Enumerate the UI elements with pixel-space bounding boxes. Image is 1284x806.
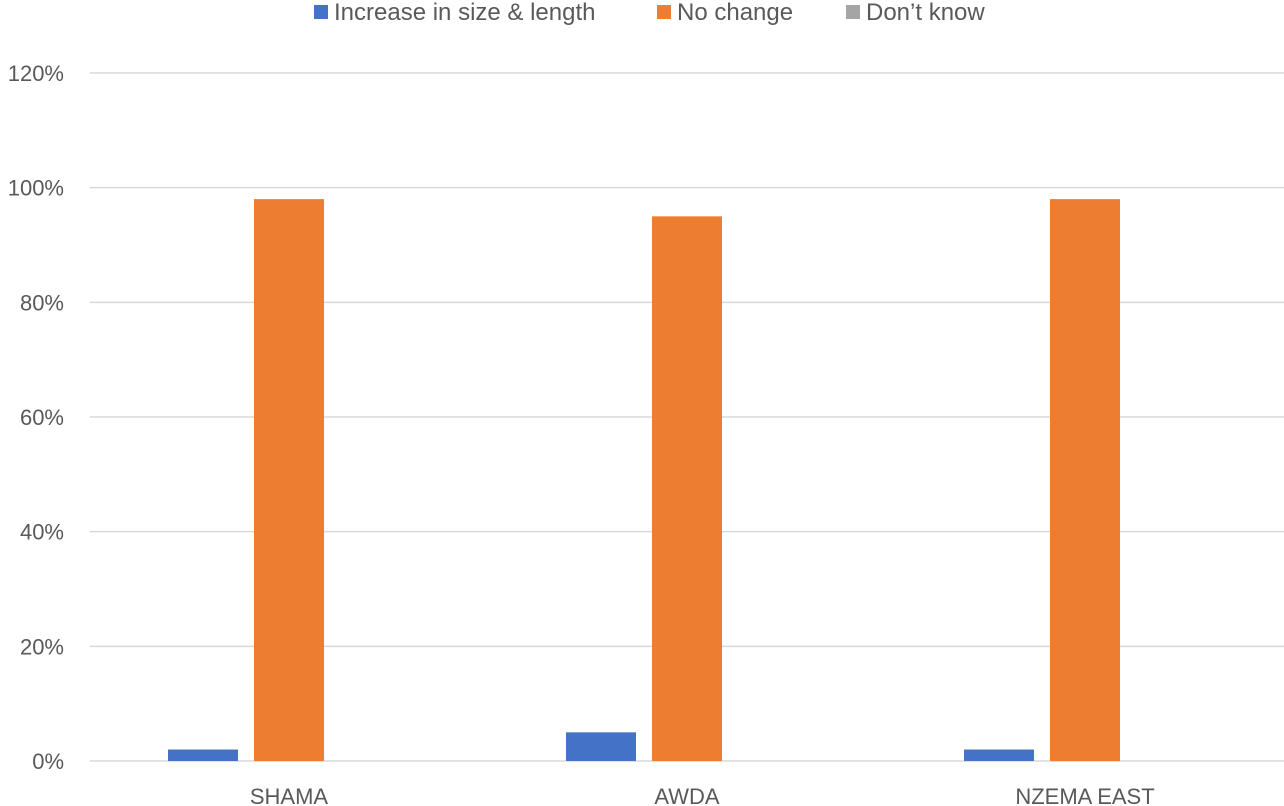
x-axis-tick-labels: SHAMA AWDA NZEMA EAST xyxy=(250,784,1155,806)
x-tick-label: AWDA xyxy=(654,784,720,806)
x-tick-label: SHAMA xyxy=(250,784,329,806)
legend-label: Increase in size & length xyxy=(334,0,595,26)
legend-swatch xyxy=(314,5,328,19)
legend-swatch xyxy=(657,5,671,19)
legend-swatch xyxy=(846,5,860,19)
legend-label: No change xyxy=(677,0,793,26)
bar-increase-in-size-length-shama xyxy=(168,749,238,761)
y-tick-label: 60% xyxy=(20,405,64,430)
y-tick-label: 0% xyxy=(32,749,64,774)
x-tick-label: NZEMA EAST xyxy=(1015,784,1154,806)
bar-no-change-awda xyxy=(652,216,722,762)
legend-label: Don’t know xyxy=(866,0,985,26)
bars xyxy=(168,199,1120,762)
y-tick-label: 100% xyxy=(8,176,64,201)
bar-no-change-nzema-east xyxy=(1050,199,1120,762)
bar-no-change-shama xyxy=(254,199,324,762)
y-tick-label: 80% xyxy=(20,290,64,315)
y-tick-label: 20% xyxy=(20,634,64,659)
y-tick-label: 40% xyxy=(20,520,64,545)
y-axis-tick-labels: 0% 20% 40% 60% 80% 100% 120% xyxy=(8,61,64,774)
y-tick-label: 120% xyxy=(8,61,64,86)
bar-increase-in-size-length-nzema-east xyxy=(964,749,1034,761)
bar-increase-in-size-length-awda xyxy=(566,732,636,761)
legend: Increase in size & length No change Don’t … xyxy=(314,0,985,26)
